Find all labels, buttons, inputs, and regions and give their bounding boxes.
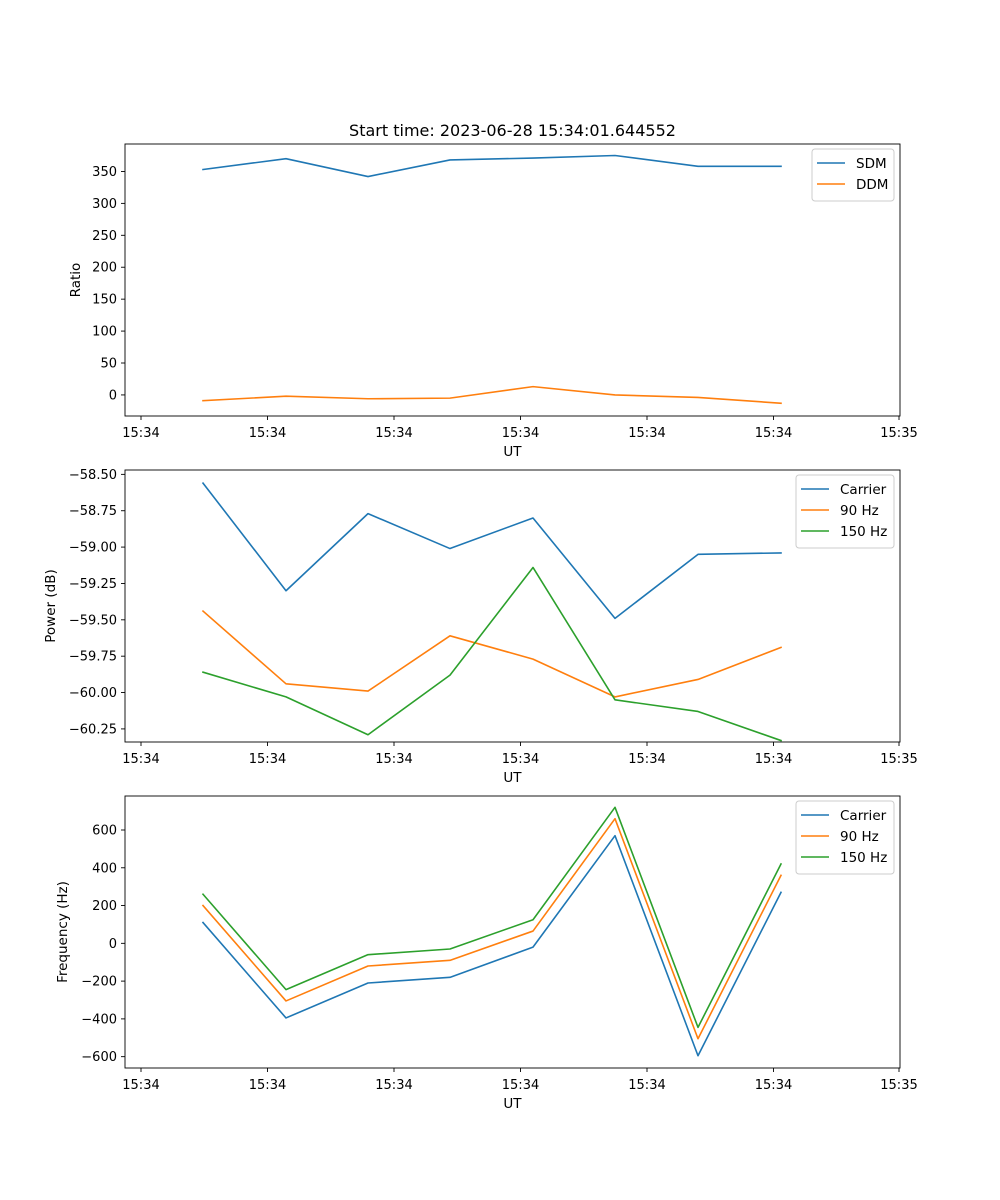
x-axis-label: UT — [503, 444, 522, 460]
y-tick-label: −58.50 — [69, 468, 117, 483]
legend-label: 150 Hz — [840, 524, 887, 540]
legend-label: SDM — [856, 156, 887, 172]
x-tick-label: 15:34 — [249, 426, 286, 441]
y-tick-label: −59.00 — [69, 541, 117, 556]
x-tick-label: 15:34 — [375, 426, 412, 441]
y-tick-label: −60.25 — [69, 722, 117, 737]
axes-frame — [124, 469, 901, 743]
legend-box — [795, 800, 895, 875]
y-tick-label: −58.75 — [69, 504, 117, 519]
x-tick-label: 15:35 — [880, 752, 917, 767]
x-tick-label: 15:35 — [880, 426, 917, 441]
series-line-carrier — [201, 481, 782, 620]
y-tick-label: 600 — [92, 824, 117, 839]
legend: SDM DDM — [811, 148, 895, 202]
axes-frame — [124, 795, 901, 1069]
x-axis-label: UT — [503, 770, 522, 786]
x-tick-label: 15:34 — [122, 426, 159, 441]
x-tick-label: 15:34 — [502, 426, 539, 441]
legend: Carrier 90 Hz 150 Hz — [795, 474, 895, 549]
x-tick-label: 15:34 — [249, 1078, 286, 1093]
y-tick-label: 150 — [92, 293, 117, 308]
y-tick-label: 200 — [92, 899, 117, 914]
series-line-ddm — [202, 385, 782, 405]
legend: Carrier 90 Hz 150 Hz — [795, 800, 895, 875]
series-line-90-hz — [201, 817, 783, 1040]
x-tick-label: 15:34 — [375, 1078, 412, 1093]
y-tick-label: 200 — [92, 261, 117, 276]
y-tick-label: −600 — [81, 1050, 117, 1065]
y-tick-label: 0 — [109, 937, 117, 952]
x-tick-label: 15:35 — [880, 1078, 917, 1093]
legend-label: Carrier — [840, 482, 887, 498]
y-axis-label: Ratio — [68, 263, 84, 298]
panel-1: 15:34 15:34 15:34 15:34 15:34 15:34 15:35 0 50 10… — [68, 143, 918, 460]
legend-label: 150 Hz — [840, 850, 887, 866]
y-tick-label: 300 — [92, 197, 117, 212]
legend-label: DDM — [856, 177, 888, 193]
series-line-carrier — [201, 834, 783, 1057]
series-line-sdm — [202, 154, 782, 178]
y-tick-label: −400 — [81, 1012, 117, 1027]
x-tick-label: 15:34 — [122, 1078, 159, 1093]
series-line-150-hz — [201, 806, 783, 1029]
legend-box — [811, 148, 895, 202]
y-tick-label: 350 — [92, 165, 117, 180]
x-tick-label: 15:34 — [755, 752, 792, 767]
series-line-150-hz — [202, 566, 783, 742]
y-tick-label: 100 — [92, 325, 117, 340]
x-tick-label: 15:34 — [375, 752, 412, 767]
y-axis-label: Frequency (Hz) — [55, 881, 71, 983]
panel-3: 15:34 15:34 15:34 15:34 15:34 15:34 15:35 −600 −… — [55, 795, 918, 1112]
y-tick-label: 50 — [100, 357, 117, 372]
legend-box — [795, 474, 895, 549]
x-tick-label: 15:34 — [502, 1078, 539, 1093]
panel-2: 15:34 15:34 15:34 15:34 15:34 15:34 15:35 −60.2… — [43, 468, 918, 786]
axes-frame — [124, 143, 901, 417]
x-tick-label: 15:34 — [628, 752, 665, 767]
y-tick-label: −59.75 — [69, 650, 117, 665]
y-tick-label: −59.50 — [69, 613, 117, 628]
y-tick-label: 400 — [92, 861, 117, 876]
y-tick-label: 250 — [92, 229, 117, 244]
legend-label: 90 Hz — [840, 503, 879, 519]
y-tick-label: −60.00 — [69, 686, 117, 701]
legend-label: 90 Hz — [840, 829, 879, 845]
figure-title: Start time: 2023-06-28 15:34:01.644552 — [349, 121, 676, 140]
x-tick-label: 15:34 — [502, 752, 539, 767]
x-tick-label: 15:34 — [249, 752, 286, 767]
y-tick-label: −200 — [81, 975, 117, 990]
y-tick-label: −59.25 — [69, 577, 117, 592]
x-tick-label: 15:34 — [122, 752, 159, 767]
y-tick-label: 0 — [109, 388, 117, 403]
legend-label: Carrier — [840, 808, 887, 824]
x-tick-label: 15:34 — [755, 1078, 792, 1093]
x-tick-label: 15:34 — [628, 1078, 665, 1093]
x-tick-label: 15:34 — [755, 426, 792, 441]
y-axis-label: Power (dB) — [43, 569, 59, 642]
x-tick-label: 15:34 — [628, 426, 665, 441]
x-axis-label: UT — [503, 1096, 522, 1112]
series-line-90-hz — [201, 609, 783, 698]
